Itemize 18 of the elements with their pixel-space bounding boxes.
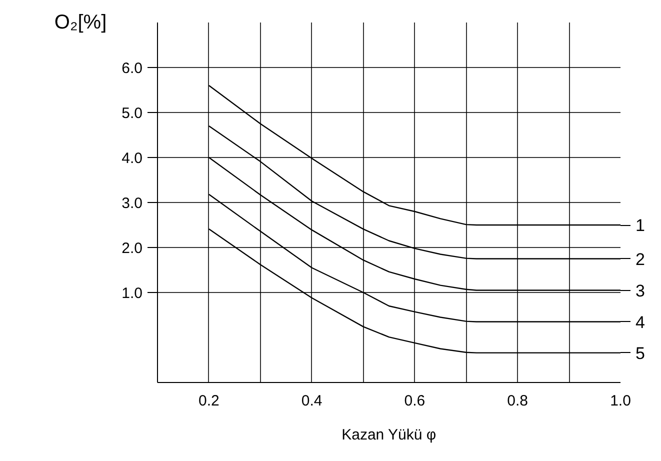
y-tick-label: 2.0 [122, 240, 143, 257]
x-tick-label: 0.8 [507, 392, 528, 410]
y-tick-label: 5.0 [122, 105, 143, 122]
y-tick-label: 6.0 [122, 60, 143, 77]
x-tick-label: 1.0 [610, 392, 631, 410]
legend-label: 3 [636, 281, 645, 300]
legend-label: 4 [636, 312, 645, 332]
x-tick-label: 0.6 [404, 392, 426, 410]
y-tick-label: 3.0 [122, 195, 143, 212]
x-axis-title: Kazan Yükü φ [342, 426, 436, 444]
legend-label: 1 [636, 216, 645, 235]
y-axis-title: O₂[%] [54, 12, 107, 34]
x-tick-label: 0.4 [301, 392, 322, 410]
y-tick-label: 1.0 [122, 285, 143, 302]
legend-label: 5 [636, 344, 645, 363]
legend-label: 2 [636, 250, 645, 269]
y-tick-label: 4.0 [122, 150, 143, 167]
x-tick-label: 0.2 [198, 392, 220, 410]
